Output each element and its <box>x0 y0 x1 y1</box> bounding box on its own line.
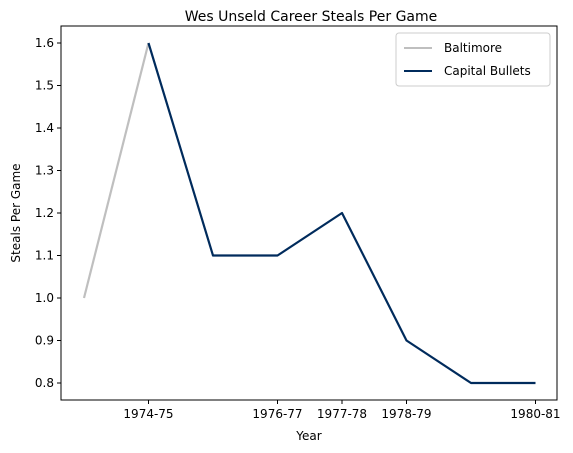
legend-box <box>395 32 551 87</box>
series-line-baltimore <box>82 42 150 299</box>
x-tick-label: 1980-81 <box>510 407 560 421</box>
series-lines <box>82 42 536 385</box>
x-tick-label: 1974-75 <box>123 407 173 421</box>
chart-title: Wes Unseld Career Steals Per Game <box>185 9 438 25</box>
y-tick-label: 1.3 <box>35 164 54 178</box>
y-tick-label: 1.1 <box>35 249 54 263</box>
y-tick-label: 1.2 <box>35 206 54 220</box>
y-tick-label: 1.4 <box>35 121 54 135</box>
legend-label-baltimore: Baltimore <box>444 41 502 55</box>
plot-area: 1974-75 1976-77 1977-78 1978-79 1980-81 0.80… <box>35 25 561 421</box>
y-tick-label: 1.0 <box>35 291 54 305</box>
y-tick-label: 1.6 <box>35 36 54 50</box>
y-axis-label: Steals Per Game <box>9 163 23 262</box>
y-tick-label: 0.8 <box>35 376 54 390</box>
y-axis: 0.8 0.9 1.0 1.1 1.2 1.3 1.4 1.5 1.6 <box>35 36 61 390</box>
y-tick-label: 0.9 <box>35 334 54 348</box>
x-tick-label: 1978-79 <box>381 407 431 421</box>
x-tick-label: 1977-78 <box>317 407 367 421</box>
legend: Baltimore Capital Bullets <box>395 32 551 87</box>
x-axis-label: Year <box>295 429 321 443</box>
x-tick-label: 1976-77 <box>252 407 302 421</box>
legend-label-capital-bullets: Capital Bullets <box>444 64 531 78</box>
y-tick-label: 1.5 <box>35 79 54 93</box>
series-line-capital-bullets <box>147 42 536 385</box>
x-axis: 1974-75 1976-77 1977-78 1978-79 1980-81 <box>123 400 561 421</box>
